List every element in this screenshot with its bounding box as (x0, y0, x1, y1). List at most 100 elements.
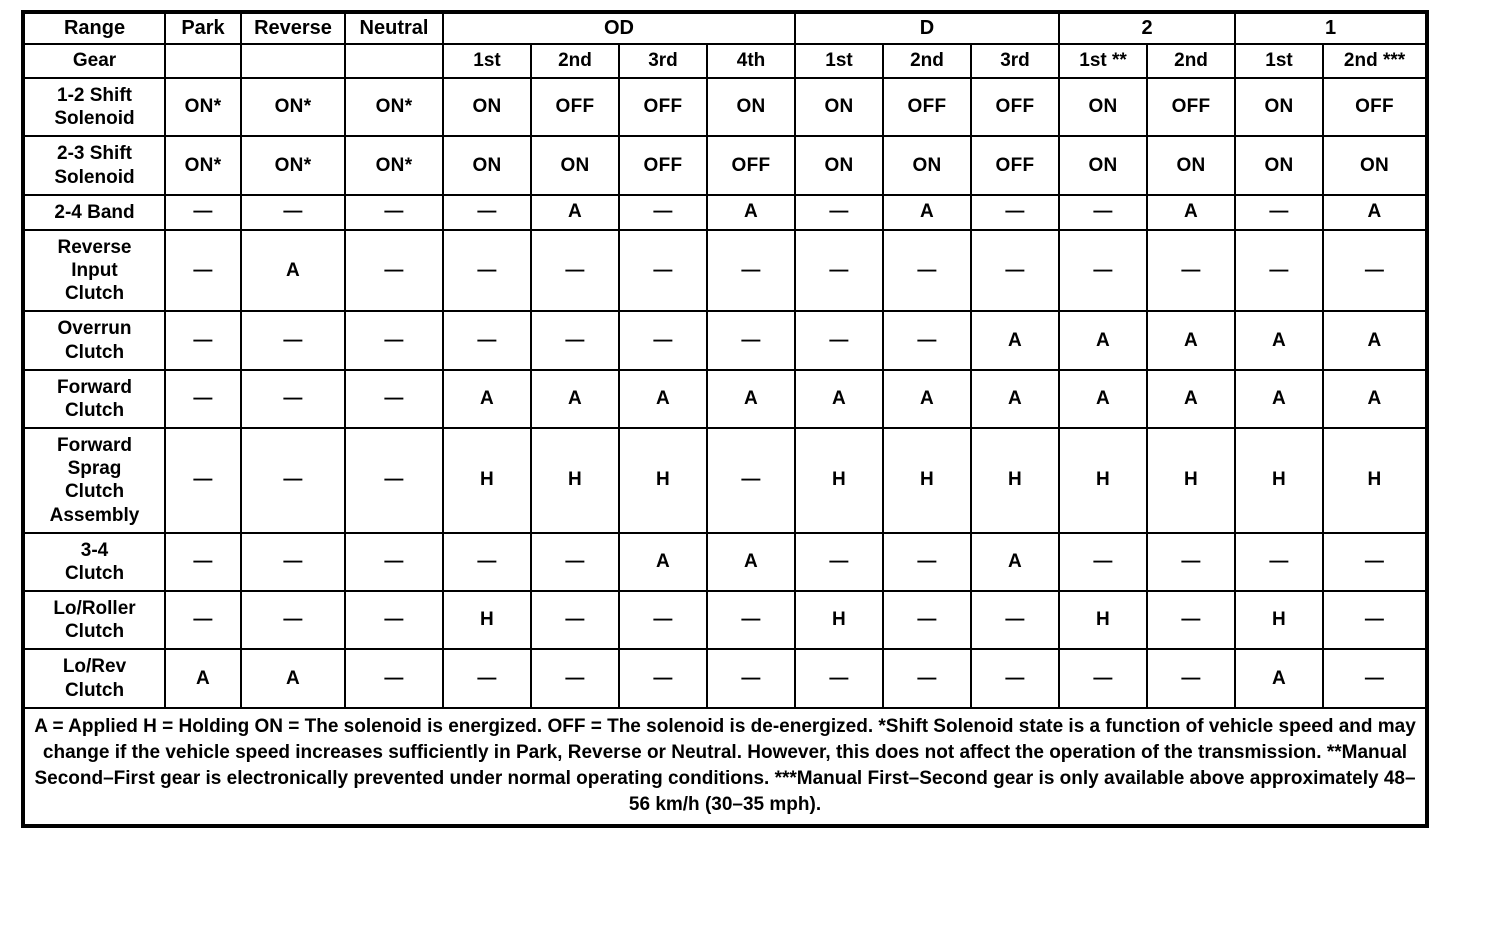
cell-value: A (969, 531, 1061, 593)
gear-header-row: Gear 1st 2nd 3rd 4th 1st 2nd 3rd 1st ** 2nd 1st 2nd… (22, 43, 1429, 79)
cell-value: ON (882, 135, 972, 196)
cell-value: — (344, 368, 444, 430)
cell-value: — (882, 228, 972, 313)
range-header-neutral: Neutral (344, 11, 444, 45)
gear-header-empty (164, 43, 242, 79)
range-header-1: 1 (1234, 11, 1429, 45)
gear-header: 3rd (969, 43, 1061, 79)
cell-value: A (1058, 368, 1149, 430)
cell-value: — (969, 193, 1061, 231)
cell-value: — (1234, 228, 1325, 313)
cell-value: A (1058, 310, 1149, 371)
cell-value: ON (1234, 135, 1325, 196)
footnote-row: A = Applied H = Holding ON = The solenoi… (21, 706, 1429, 827)
cell-value: H (794, 590, 884, 651)
cell-value: H (1058, 427, 1149, 534)
cell-value: — (442, 531, 532, 593)
cell-value: — (882, 310, 972, 371)
table-row: Lo/Rev Clutch A A — — — — — — — — — — A — (22, 648, 1429, 709)
cell-value: — (1146, 648, 1237, 709)
cell-value: H (618, 427, 708, 534)
cell-value: ON (442, 135, 532, 196)
cell-value: — (530, 648, 620, 709)
gear-header: 1st (794, 43, 884, 79)
table-row: Forward Sprag Clutch Assembly — — — H H H — H H H H… (22, 427, 1429, 534)
cell-value: — (164, 193, 242, 231)
cell-value: — (442, 228, 532, 313)
cell-value: A (882, 368, 972, 430)
cell-value: A (1322, 368, 1429, 430)
gear-header-empty (344, 43, 444, 79)
range-header-row: Range Park Reverse Neutral OD D 2 1 (22, 11, 1429, 45)
cell-value: ON* (240, 135, 346, 196)
cell-value: ON (1146, 135, 1237, 196)
gear-header: 1st (442, 43, 532, 79)
range-header-od: OD (442, 11, 796, 45)
cell-value: ON (442, 76, 532, 138)
cell-value: — (1322, 531, 1429, 593)
cell-value: — (530, 590, 620, 651)
cell-value: — (240, 590, 346, 651)
cell-value: — (706, 427, 796, 534)
cell-value: ON (1058, 76, 1149, 138)
table-row: 1-2 Shift Solenoid ON* ON* ON* ON OFF OFF ON ON O… (22, 76, 1429, 138)
cell-value: A (706, 368, 796, 430)
cell-value: ON (794, 76, 884, 138)
cell-value: — (794, 310, 884, 371)
cell-value: ON (1058, 135, 1149, 196)
cell-value: ON (1234, 76, 1325, 138)
gear-header: 2nd (1146, 43, 1237, 79)
cell-value: A (1146, 368, 1237, 430)
cell-value: A (530, 193, 620, 231)
cell-value: — (1058, 648, 1149, 709)
cell-value: — (618, 310, 708, 371)
table-row: Reverse Input Clutch — A — — — — — — — — — — — — (22, 228, 1429, 313)
cell-value: A (618, 531, 708, 593)
range-corner-label: Range (22, 11, 166, 45)
cell-value: A (1146, 310, 1237, 371)
cell-value: A (1234, 648, 1325, 709)
cell-value: H (442, 590, 532, 651)
cell-value: A (706, 193, 796, 231)
cell-value: OFF (530, 76, 620, 138)
cell-value: — (706, 310, 796, 371)
row-label: 1-2 Shift Solenoid (22, 76, 166, 138)
cell-value: — (969, 228, 1061, 313)
table-row: 2-3 Shift Solenoid ON* ON* ON* ON ON OFF OFF ON O… (22, 135, 1429, 196)
cell-value: — (1146, 228, 1237, 313)
cell-value: A (618, 368, 708, 430)
cell-value: — (344, 310, 444, 371)
gear-header: 2nd *** (1322, 43, 1429, 79)
cell-value: H (1234, 427, 1325, 534)
table-header: Range Park Reverse Neutral OD D 2 1 Gear 1st 2nd 3… (22, 11, 1429, 79)
cell-value: — (344, 648, 444, 709)
table-row: Forward Clutch — — — A A A A A A A A A A A (22, 368, 1429, 430)
table-row: 2-4 Band — — — — A — A — A — — A — A (22, 193, 1429, 231)
table-footer: A = Applied H = Holding ON = The solenoi… (21, 706, 1429, 827)
cell-value: — (1058, 531, 1149, 593)
cell-value: — (882, 531, 972, 593)
row-label: 2-3 Shift Solenoid (22, 135, 166, 196)
range-header-2: 2 (1058, 11, 1237, 45)
row-label: 3-4 Clutch (22, 531, 166, 593)
cell-value: A (706, 531, 796, 593)
cell-value: — (1322, 228, 1429, 313)
gear-header: 1st (1234, 43, 1325, 79)
cell-value: — (618, 648, 708, 709)
cell-value: — (1058, 228, 1149, 313)
cell-value: A (1322, 310, 1429, 371)
cell-value: A (164, 648, 242, 709)
cell-value: ON* (164, 76, 242, 138)
cell-value: ON (530, 135, 620, 196)
cell-value: — (164, 427, 242, 534)
row-label: Lo/Roller Clutch (22, 590, 166, 651)
cell-value: — (240, 310, 346, 371)
cell-value: A (794, 368, 884, 430)
cell-value: OFF (1146, 76, 1237, 138)
cell-value: A (1234, 368, 1325, 430)
cell-value: A (882, 193, 972, 231)
cell-value: — (618, 228, 708, 313)
cell-value: — (344, 427, 444, 534)
cell-value: OFF (969, 76, 1061, 138)
cell-value: ON (706, 76, 796, 138)
